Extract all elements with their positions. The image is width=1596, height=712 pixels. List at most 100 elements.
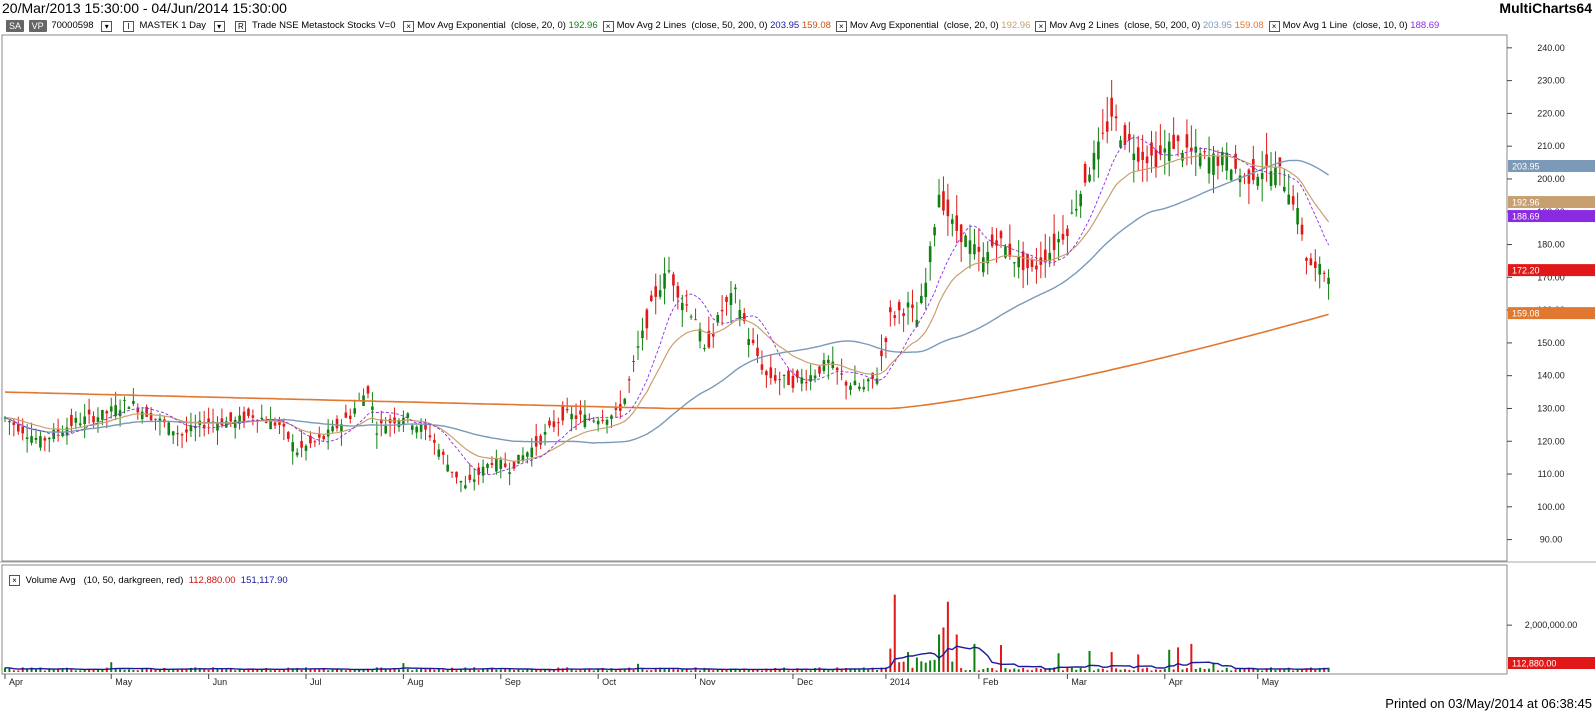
candle-body bbox=[481, 466, 485, 476]
candle-body bbox=[548, 420, 551, 426]
candle-body bbox=[1318, 263, 1322, 275]
indicator-close-icon[interactable]: × bbox=[1035, 20, 1047, 32]
candle-body bbox=[322, 435, 326, 440]
volume-bar bbox=[52, 669, 55, 672]
volume-bar bbox=[349, 669, 352, 672]
volume-bar bbox=[530, 669, 533, 672]
volume-bar bbox=[8, 667, 11, 672]
x-tick-label: Apr bbox=[1169, 677, 1183, 687]
menu-icon[interactable]: R bbox=[235, 20, 247, 32]
x-tick-label: 2014 bbox=[890, 677, 910, 687]
candle-body bbox=[410, 425, 414, 430]
badge-sa[interactable]: SA bbox=[6, 20, 25, 33]
candle-body bbox=[1185, 134, 1189, 148]
volume-bar bbox=[300, 669, 303, 672]
candle-body bbox=[526, 452, 529, 457]
volume-bar bbox=[1243, 668, 1246, 672]
volume-bar bbox=[579, 670, 582, 672]
candle-body bbox=[782, 374, 786, 376]
x-tick-label: Mar bbox=[1071, 677, 1087, 687]
candle-body bbox=[167, 422, 171, 435]
volume-bar bbox=[676, 669, 679, 672]
x-tick-label: Dec bbox=[797, 677, 814, 687]
candle-body bbox=[61, 431, 64, 437]
candle-body bbox=[570, 413, 573, 420]
candle-body bbox=[610, 415, 613, 420]
indicator-close-icon[interactable]: × bbox=[602, 20, 614, 32]
candle-body bbox=[1309, 258, 1313, 266]
volume-bar bbox=[1239, 668, 1242, 672]
indicator-close-icon[interactable]: × bbox=[1268, 20, 1280, 32]
volume-bar bbox=[428, 668, 431, 672]
volume-bar bbox=[34, 669, 37, 672]
price-value-label: 159.08 bbox=[1512, 309, 1540, 319]
candle-body bbox=[1026, 254, 1029, 269]
candle-body bbox=[1017, 256, 1021, 268]
volume-bar bbox=[645, 670, 648, 672]
volume-bar bbox=[4, 667, 6, 672]
candle-body bbox=[464, 485, 467, 489]
dropdown-icon[interactable]: ▾ bbox=[213, 20, 225, 32]
volume-bar bbox=[1278, 669, 1281, 672]
volume-bar bbox=[1185, 668, 1188, 672]
volume-bar bbox=[1000, 645, 1002, 672]
volume-bar bbox=[358, 669, 361, 672]
volume-bar bbox=[964, 670, 967, 672]
candle-body bbox=[149, 413, 153, 421]
volume-bar bbox=[225, 669, 228, 672]
volume-bar bbox=[203, 669, 206, 672]
price-tick-label: 150.00 bbox=[1537, 338, 1565, 348]
volume-bar bbox=[486, 668, 489, 672]
volume-bar bbox=[991, 668, 994, 672]
dropdown-icon[interactable]: ▾ bbox=[101, 20, 113, 32]
volume-bar bbox=[282, 669, 285, 672]
volume-bar bbox=[247, 668, 250, 672]
candle-body bbox=[738, 310, 742, 321]
badge-vp[interactable]: VP bbox=[28, 20, 47, 33]
price-tick-label: 140.00 bbox=[1537, 371, 1565, 381]
candle-body bbox=[1088, 174, 1091, 182]
volume-bar bbox=[920, 661, 923, 672]
volume-bar bbox=[1154, 669, 1157, 672]
volume-bar bbox=[1150, 670, 1153, 672]
menu-icon[interactable]: I bbox=[122, 20, 134, 32]
close-icon[interactable]: × bbox=[9, 575, 20, 586]
indicator-close-icon[interactable]: × bbox=[835, 20, 847, 32]
price-value-label: 172.20 bbox=[1512, 266, 1540, 276]
price-tick-label: 210.00 bbox=[1537, 141, 1565, 151]
candle-body bbox=[1234, 153, 1237, 169]
candle-body bbox=[202, 424, 206, 429]
price-value-label: 203.95 bbox=[1512, 162, 1540, 172]
volume-bar bbox=[336, 668, 338, 672]
volume-bar bbox=[849, 669, 852, 672]
indicator-label: Mov Avg Exponential bbox=[417, 20, 506, 31]
indicator-label: Mov Avg 2 Lines bbox=[616, 20, 687, 31]
candle-body bbox=[393, 417, 396, 424]
volume-bar bbox=[659, 667, 662, 672]
candle-body bbox=[433, 439, 436, 443]
indicator-label: Mov Avg Exponential bbox=[849, 20, 939, 31]
candle-body bbox=[990, 234, 994, 247]
candle-body bbox=[804, 382, 808, 384]
candle-body bbox=[658, 290, 662, 297]
volume-bar bbox=[614, 670, 617, 672]
candle-body bbox=[605, 419, 609, 425]
candle-body bbox=[999, 231, 1003, 239]
candle-body bbox=[348, 415, 352, 419]
volume-bar bbox=[831, 670, 834, 672]
sma50-line bbox=[4, 159, 1329, 444]
volume-bar bbox=[172, 669, 175, 672]
indicator-close-icon[interactable]: × bbox=[403, 20, 415, 32]
ma10-line bbox=[4, 136, 1330, 476]
candle-body bbox=[1012, 262, 1016, 264]
volume-bar bbox=[809, 670, 812, 672]
indicator-value: 159.08 bbox=[799, 20, 831, 31]
candle-body bbox=[649, 295, 653, 301]
volume-bar bbox=[539, 670, 542, 672]
candle-body bbox=[654, 286, 658, 297]
candle-body bbox=[720, 309, 724, 312]
candle-body bbox=[344, 412, 348, 418]
volume-bar bbox=[1163, 669, 1166, 672]
volume-bar bbox=[880, 667, 883, 672]
